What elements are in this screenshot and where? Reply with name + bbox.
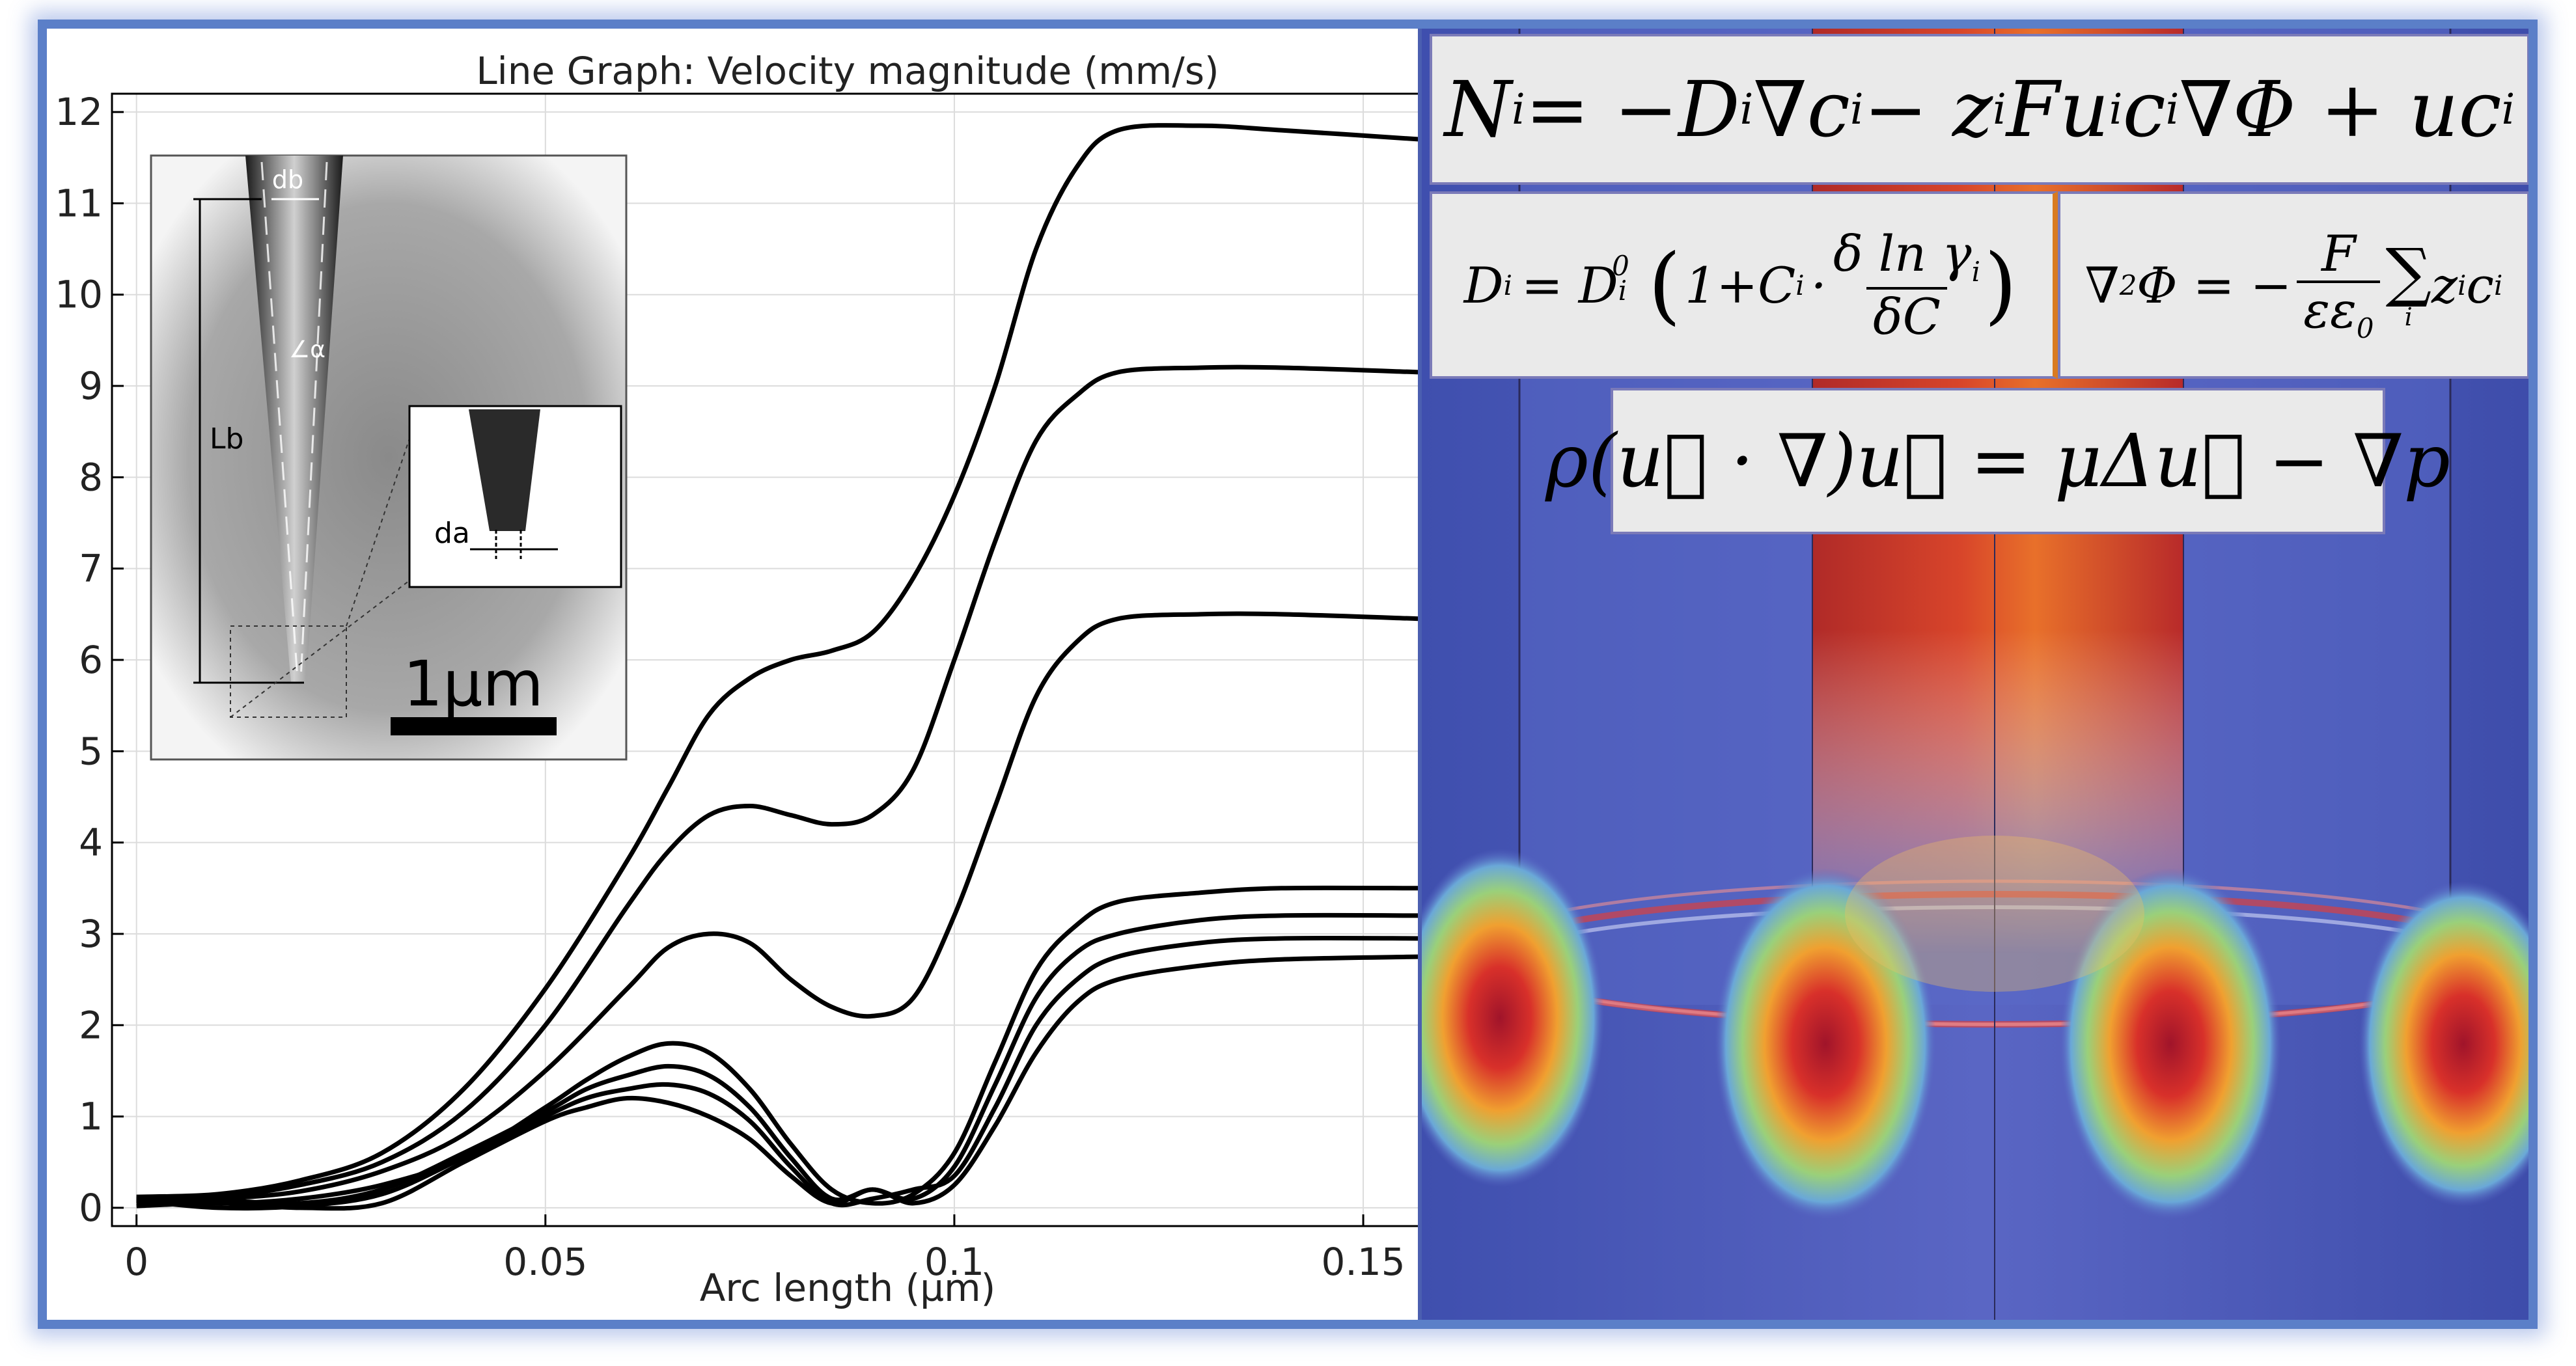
y-tick-label: 12 — [55, 90, 103, 134]
label-da: da — [434, 517, 470, 550]
x-axis-label: Arc length (µm) — [700, 1266, 996, 1310]
y-tick-label: 11 — [55, 181, 103, 225]
scale-bar-label: 1μm — [403, 648, 544, 720]
y-tick-label: 0 — [79, 1186, 103, 1230]
chart-title: Line Graph: Velocity magnitude (mm/s) — [476, 49, 1219, 93]
zoom-tip — [469, 409, 540, 531]
figure-frame: 0 1 2 3 4 5 6 7 8 9 10 11 12 0 0.05 0.1 0.15 Line Graph:… — [38, 20, 2538, 1329]
y-tick-label: 1 — [79, 1095, 103, 1139]
y-tick-label: 6 — [79, 638, 103, 682]
hotspot-center-right — [2060, 868, 2281, 1220]
label-lb: Lb — [210, 422, 243, 456]
y-tick-label: 3 — [79, 912, 103, 956]
x-tick-label: 0.15 — [1321, 1240, 1405, 1284]
series-line-5 — [136, 912, 1420, 1207]
y-tick-label: 5 — [79, 729, 103, 773]
equation-navier-stokes: ρ(u⃗ · ∇)u⃗ = μΔu⃗ − ∇p — [1545, 388, 2450, 534]
x-tick-label: 0.05 — [503, 1240, 587, 1284]
series-line-3 — [136, 611, 1420, 1203]
x-tick-label: 0.1 — [924, 1240, 984, 1284]
y-tick-label: 2 — [79, 1003, 103, 1047]
inset-micrograph: db ∠α Lb da 1μm — [150, 154, 628, 761]
y-tick-label: 10 — [55, 273, 103, 317]
label-db: db — [272, 165, 303, 194]
hotspot-left — [1422, 849, 1604, 1187]
x-tick-label: 0 — [124, 1240, 148, 1284]
label-alpha: ∠α — [289, 336, 325, 363]
y-tick-label: 7 — [79, 547, 103, 591]
y-tick-label: 8 — [79, 455, 103, 499]
series-lines — [136, 123, 1420, 1211]
hotspot-right — [2359, 881, 2528, 1207]
y-tick-label: 4 — [79, 821, 103, 865]
series-line-7 — [136, 954, 1420, 1211]
y-tick-label: 9 — [79, 364, 103, 408]
series-line-2 — [136, 364, 1420, 1201]
hotspot-center-left — [1715, 868, 1936, 1220]
series-line-1 — [136, 123, 1420, 1199]
scale-bar — [391, 717, 557, 735]
series-line-6 — [136, 935, 1420, 1211]
